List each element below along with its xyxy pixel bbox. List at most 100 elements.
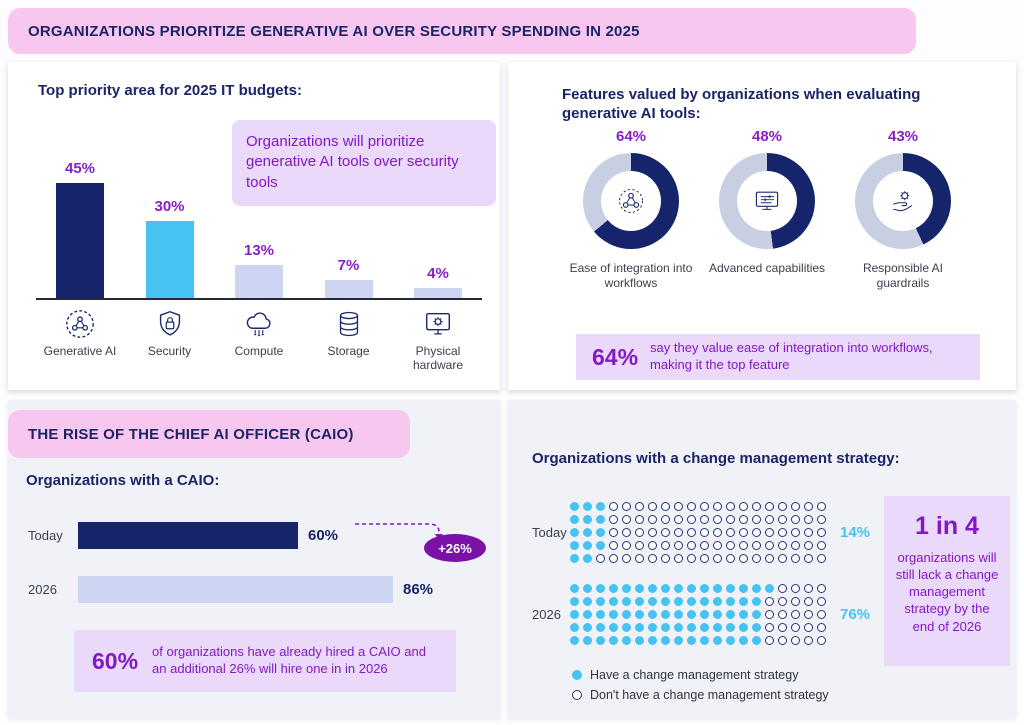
- budget-callout-text: Organizations will prioritize generative…: [246, 133, 459, 191]
- filled-dot: [622, 597, 631, 606]
- bar-storage: 7%: [311, 257, 387, 298]
- filled-dot: [739, 584, 748, 593]
- bar-security: 30%: [132, 198, 208, 298]
- change-title: Organizations with a change management s…: [532, 450, 900, 467]
- outlined-dot: [622, 502, 631, 511]
- outlined-dot: [765, 636, 774, 645]
- donut-ring: [583, 153, 679, 249]
- bar-storage-rect: [324, 280, 373, 298]
- outlined-dot: [817, 584, 826, 593]
- outlined-dot: [778, 584, 787, 593]
- outlined-dot: [622, 554, 631, 563]
- it-budget-categories: Generative AI Security: [36, 308, 482, 373]
- filled-dot: [648, 597, 657, 606]
- filled-dot-icon: [572, 670, 582, 680]
- outlined-dot: [817, 597, 826, 606]
- features-card: Features valued by organizations when ev…: [508, 62, 1016, 390]
- category-security: Security: [132, 308, 208, 373]
- section2-banner: THE RISE OF THE CHIEF AI OFFICER (CAIO): [8, 410, 410, 458]
- monitor-gear-icon: [422, 308, 454, 340]
- bar-value-label: 86%: [403, 580, 434, 598]
- filled-dot: [752, 610, 761, 619]
- outlined-dot: [726, 515, 735, 524]
- database-icon: [333, 308, 365, 340]
- filled-dot: [739, 623, 748, 632]
- bar-value-label: 30%: [154, 198, 185, 215]
- filled-dot: [661, 597, 670, 606]
- filled-dot: [700, 610, 709, 619]
- outlined-dot: [635, 528, 644, 537]
- outlined-dot: [791, 528, 800, 537]
- outlined-dot: [752, 528, 761, 537]
- outlined-dot: [687, 554, 696, 563]
- filled-dot: [609, 584, 618, 593]
- waffle-grid-2026: [570, 584, 826, 645]
- outlined-dot: [765, 502, 774, 511]
- bar-value-label: 4%: [427, 265, 449, 282]
- outlined-dot: [648, 515, 657, 524]
- outlined-dot: [609, 502, 618, 511]
- outlined-dot: [804, 515, 813, 524]
- filled-dot: [726, 584, 735, 593]
- outlined-dot: [817, 541, 826, 550]
- outlined-dot: [674, 554, 683, 563]
- feature-donuts: 64% Ease of: [566, 128, 968, 291]
- outlined-dot: [804, 541, 813, 550]
- section2-banner-text: THE RISE OF THE CHIEF AI OFFICER (CAIO): [28, 425, 354, 443]
- bar-value-label: 45%: [64, 160, 96, 177]
- filled-dot: [713, 623, 722, 632]
- bar-generative-ai: 45%: [42, 160, 118, 298]
- change-callout-text: organizations will still lack a change m…: [895, 550, 999, 634]
- outlined-dot: [687, 541, 696, 550]
- filled-dot: [765, 584, 774, 593]
- filled-dot: [726, 636, 735, 645]
- outlined-dot: [778, 623, 787, 632]
- donut-value-label: 43%: [887, 128, 919, 145]
- budget-callout: Organizations will prioritize generative…: [232, 120, 496, 206]
- filled-dot: [661, 623, 670, 632]
- filled-dot: [661, 584, 670, 593]
- filled-dot: [622, 636, 631, 645]
- filled-dot: [583, 597, 592, 606]
- filled-dot: [583, 584, 592, 593]
- filled-dot: [570, 636, 579, 645]
- outlined-dot: [791, 623, 800, 632]
- outlined-dot: [817, 515, 826, 524]
- donut-value-label: 64%: [615, 128, 647, 145]
- outlined-dot: [804, 554, 813, 563]
- change-panel: Organizations with a change management s…: [508, 400, 1016, 718]
- outlined-dot: [739, 502, 748, 511]
- legend-label: Have a change management strategy: [590, 668, 799, 682]
- filled-dot: [583, 528, 592, 537]
- bar-generative-ai-rect: [56, 183, 104, 298]
- filled-dot: [661, 636, 670, 645]
- filled-dot: [570, 610, 579, 619]
- waffle-grid-today: [570, 502, 826, 563]
- category-physical-hardware: Physical hardware: [400, 308, 476, 373]
- filled-dot: [570, 597, 579, 606]
- filled-dot: [596, 528, 605, 537]
- filled-dot: [713, 597, 722, 606]
- outlined-dot: [804, 502, 813, 511]
- outlined-dot: [635, 515, 644, 524]
- bar-value-label: 7%: [337, 257, 360, 274]
- category-compute: Compute: [221, 308, 297, 373]
- features-callout-value: 64%: [592, 343, 639, 370]
- filled-dot: [661, 610, 670, 619]
- bar-physical-hardware: 4%: [400, 265, 476, 298]
- filled-dot: [726, 597, 735, 606]
- filled-dot: [713, 636, 722, 645]
- outlined-dot: [648, 554, 657, 563]
- filled-dot: [570, 528, 579, 537]
- hand-gear-icon: [888, 186, 918, 216]
- section1-banner-text: ORGANIZATIONS PRIORITIZE GENERATIVE AI O…: [28, 22, 640, 40]
- features-title: Features valued by organizations when ev…: [562, 86, 921, 122]
- bar-value-label: 60%: [308, 526, 339, 544]
- filled-dot: [700, 584, 709, 593]
- outlined-dot: [687, 502, 696, 511]
- outlined-dot: [791, 636, 800, 645]
- caio-callout: 60% of organizations have already hired …: [74, 630, 456, 692]
- outlined-dot: [700, 554, 709, 563]
- outlined-dot: [635, 554, 644, 563]
